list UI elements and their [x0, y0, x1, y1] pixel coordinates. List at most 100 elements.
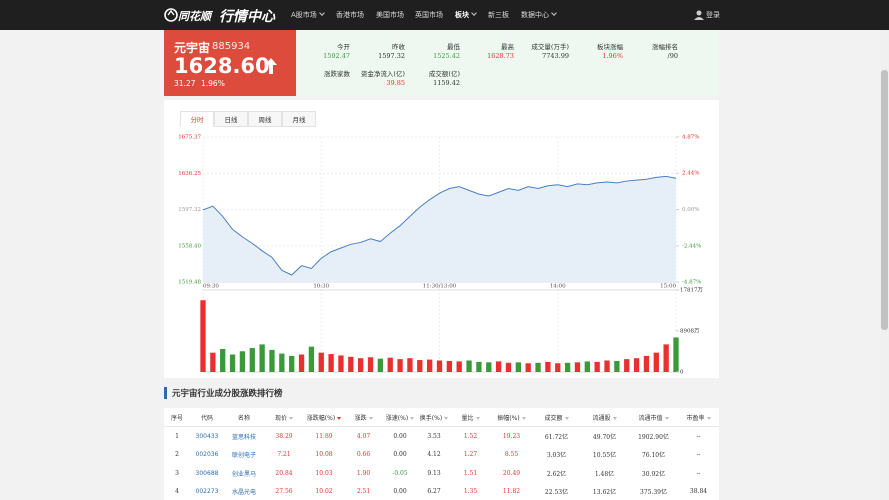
- volume-bar: [407, 358, 413, 372]
- volume-bar: [387, 357, 393, 372]
- column-header[interactable]: 振幅(%): [490, 408, 533, 427]
- nav-item[interactable]: 英国市场: [415, 11, 443, 19]
- volume-bar: [476, 361, 482, 372]
- table-cell: 9.13: [427, 469, 441, 477]
- table-cell: 1.52: [463, 432, 478, 440]
- chart-tab[interactable]: 分时: [180, 111, 214, 127]
- volume-bar: [279, 353, 285, 372]
- volume-bar: [200, 300, 206, 372]
- table-cell: 0.00: [393, 451, 407, 459]
- sector-name: 元宇宙: [174, 41, 211, 55]
- volume-bar: [525, 363, 531, 372]
- table-cell: 2.51: [356, 488, 371, 496]
- table-cell: 11.82: [502, 488, 521, 496]
- volume-bar: [663, 344, 669, 372]
- table-cell: 20.49: [502, 469, 521, 477]
- table-cell: 10.02: [315, 488, 333, 496]
- stat-value: 39.85: [386, 79, 405, 87]
- stock-link[interactable]: 300688: [195, 469, 219, 477]
- column-header[interactable]: 涨跌: [344, 408, 383, 427]
- stat-label: 今开: [337, 43, 350, 51]
- table-cell: 4: [175, 488, 179, 496]
- volume-bar: [564, 362, 571, 372]
- stat-label: 成交额(亿): [428, 70, 460, 78]
- column-header[interactable]: 成交额: [533, 408, 580, 427]
- table-row: 4 002273 水晶光电 27.56 10.02 2.51 0.00 6.27 1.35 11.…: [164, 483, 719, 500]
- stat-value: 7743.99: [542, 52, 569, 60]
- header-row: 序号 代码 名称 现价 涨跌幅(%) 涨跌 涨速(%) 换手(%) 量比 振幅(%) 成交额 流通股流…: [164, 408, 719, 427]
- sort-icon: [337, 416, 342, 420]
- table-cell: --: [696, 451, 701, 459]
- volume-bar: [535, 362, 541, 372]
- logo-brand[interactable]: 同花顺: [178, 10, 211, 23]
- column-header[interactable]: 量比: [451, 408, 490, 427]
- table-cell: 22.53亿: [544, 489, 569, 497]
- sector-code: 885934: [212, 41, 251, 52]
- column-header[interactable]: 换手(%): [417, 408, 451, 427]
- chart-tab[interactable]: 月线: [282, 111, 316, 127]
- nav-item[interactable]: 数据中心: [521, 10, 557, 20]
- table-cell: --: [696, 432, 701, 440]
- column-header[interactable]: 市盈率: [678, 408, 719, 427]
- stock-link[interactable]: 蓝思科技: [231, 433, 256, 441]
- table-cell: 375.39亿: [640, 489, 667, 497]
- sort-icon: [444, 416, 449, 420]
- stat-value: 1592.47: [323, 52, 350, 60]
- chart-tab[interactable]: 周线: [248, 111, 282, 127]
- quote-box: 元宇宙 885934 1628.60 31.27 1.96%: [164, 30, 296, 96]
- price-line: [202, 175, 677, 276]
- y-tick-label: 1675.37: [178, 135, 201, 141]
- volume-bar: [456, 361, 462, 372]
- login-link[interactable]: 登录: [706, 11, 720, 19]
- stat-value: 1525.42: [433, 52, 460, 60]
- up-arrow: [265, 58, 277, 74]
- table-cell: 0.66: [356, 451, 371, 459]
- volume-bar: [426, 359, 433, 372]
- column-header[interactable]: 涨跌幅(%): [304, 408, 344, 427]
- table-cell: 3: [175, 469, 179, 477]
- dropdown-chevron: [318, 10, 325, 16]
- stock-link[interactable]: 创业黑马: [231, 470, 256, 478]
- stat-label: 昨收: [392, 43, 405, 51]
- y2-tick-label: -4.87%: [682, 280, 701, 286]
- volume-bar: [318, 352, 324, 372]
- volume-bar: [653, 352, 659, 372]
- stock-link[interactable]: 002036: [195, 451, 219, 459]
- stock-link[interactable]: 300433: [195, 432, 219, 440]
- stock-link[interactable]: 联创电子: [231, 452, 256, 460]
- stat-value: 1628.73: [487, 52, 514, 60]
- sector-change: 31.27: [174, 79, 196, 88]
- nav-item[interactable]: A股市场: [291, 10, 325, 20]
- ranking-table: 序号 代码 名称 现价 涨跌幅(%) 涨跌 涨速(%) 换手(%) 量比 振幅(%) 成交额 流通股流…: [164, 408, 719, 500]
- column-header[interactable]: 流通市值: [629, 408, 678, 427]
- volume-bar: [673, 337, 679, 372]
- user-icon: [694, 10, 704, 20]
- stock-link[interactable]: 水晶光电: [231, 489, 256, 497]
- volume-bar: [436, 360, 443, 372]
- y2-tick-label: 2.44%: [682, 171, 699, 177]
- column-header[interactable]: 现价: [264, 408, 304, 427]
- table-cell: 76.10亿: [641, 452, 666, 460]
- chart-tab[interactable]: 日线: [214, 111, 248, 127]
- column-header[interactable]: 流通股: [580, 408, 629, 427]
- stock-link[interactable]: 002273: [195, 488, 219, 496]
- nav-item[interactable]: 板块: [455, 10, 477, 20]
- volume-bar: [239, 351, 246, 372]
- table-cell: --: [696, 469, 701, 477]
- volume-bar: [229, 354, 236, 372]
- volume-bar: [259, 344, 265, 372]
- volume-bar: [505, 362, 512, 372]
- table-cell: 1.35: [463, 488, 478, 496]
- scrollbar-thumb[interactable]: [881, 70, 888, 330]
- column-header[interactable]: 涨速(%): [383, 408, 417, 427]
- volume-bar: [594, 361, 600, 372]
- nav-item[interactable]: 香港市场: [336, 11, 364, 19]
- table-cell: 1.48亿: [594, 470, 615, 478]
- nav-item[interactable]: 美国市场: [376, 11, 404, 19]
- nav-item[interactable]: 新三板: [488, 11, 509, 19]
- table-body: 1 300433 蓝思科技 38.29 11.89 4.07 0.00 3.53 1.52 19.…: [164, 427, 719, 500]
- top-nav: 同花顺 行情中心 登录 A股市场 香港市场 美国市场 英国市场 板块 新三板 数据中心: [0, 0, 889, 30]
- table-cell: -0.05: [392, 469, 408, 477]
- logo-icon: [164, 8, 178, 22]
- table-cell: 8.55: [504, 451, 519, 459]
